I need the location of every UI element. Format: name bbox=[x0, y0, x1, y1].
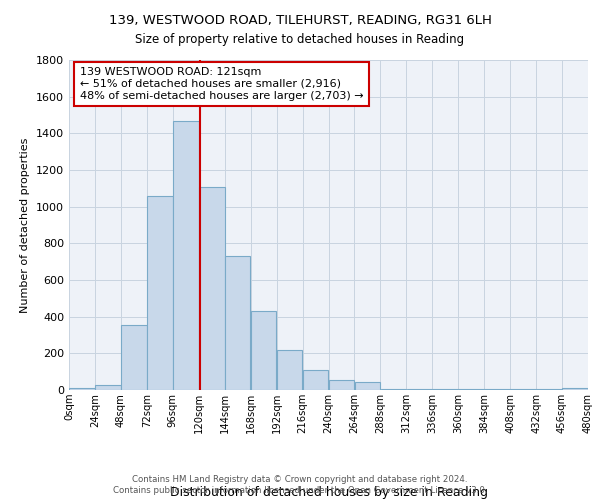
Text: Size of property relative to detached houses in Reading: Size of property relative to detached ho… bbox=[136, 32, 464, 46]
X-axis label: Distribution of detached houses by size in Reading: Distribution of detached houses by size … bbox=[170, 486, 487, 499]
Bar bbox=[69, 388, 95, 390]
Text: Contains public sector information licensed under the Open Government Licence v3: Contains public sector information licen… bbox=[113, 486, 487, 495]
Bar bbox=[225, 256, 250, 390]
Bar bbox=[95, 384, 121, 390]
Bar bbox=[511, 389, 536, 390]
Text: 139, WESTWOOD ROAD, TILEHURST, READING, RG31 6LH: 139, WESTWOOD ROAD, TILEHURST, READING, … bbox=[109, 14, 491, 27]
Bar bbox=[277, 350, 302, 390]
Bar bbox=[562, 388, 588, 390]
Bar bbox=[407, 389, 432, 390]
Bar bbox=[121, 325, 146, 390]
Bar bbox=[380, 389, 406, 390]
Bar bbox=[173, 120, 199, 390]
Bar bbox=[199, 186, 224, 390]
Bar bbox=[251, 311, 277, 390]
Bar bbox=[484, 389, 510, 390]
Text: Contains HM Land Registry data © Crown copyright and database right 2024.: Contains HM Land Registry data © Crown c… bbox=[132, 475, 468, 484]
Bar bbox=[329, 380, 354, 390]
Bar bbox=[536, 389, 562, 390]
Bar bbox=[147, 196, 173, 390]
Bar bbox=[458, 389, 484, 390]
Bar bbox=[355, 382, 380, 390]
Y-axis label: Number of detached properties: Number of detached properties bbox=[20, 138, 31, 312]
Bar bbox=[303, 370, 328, 390]
Text: 139 WESTWOOD ROAD: 121sqm
← 51% of detached houses are smaller (2,916)
48% of se: 139 WESTWOOD ROAD: 121sqm ← 51% of detac… bbox=[80, 68, 364, 100]
Bar bbox=[433, 389, 458, 390]
